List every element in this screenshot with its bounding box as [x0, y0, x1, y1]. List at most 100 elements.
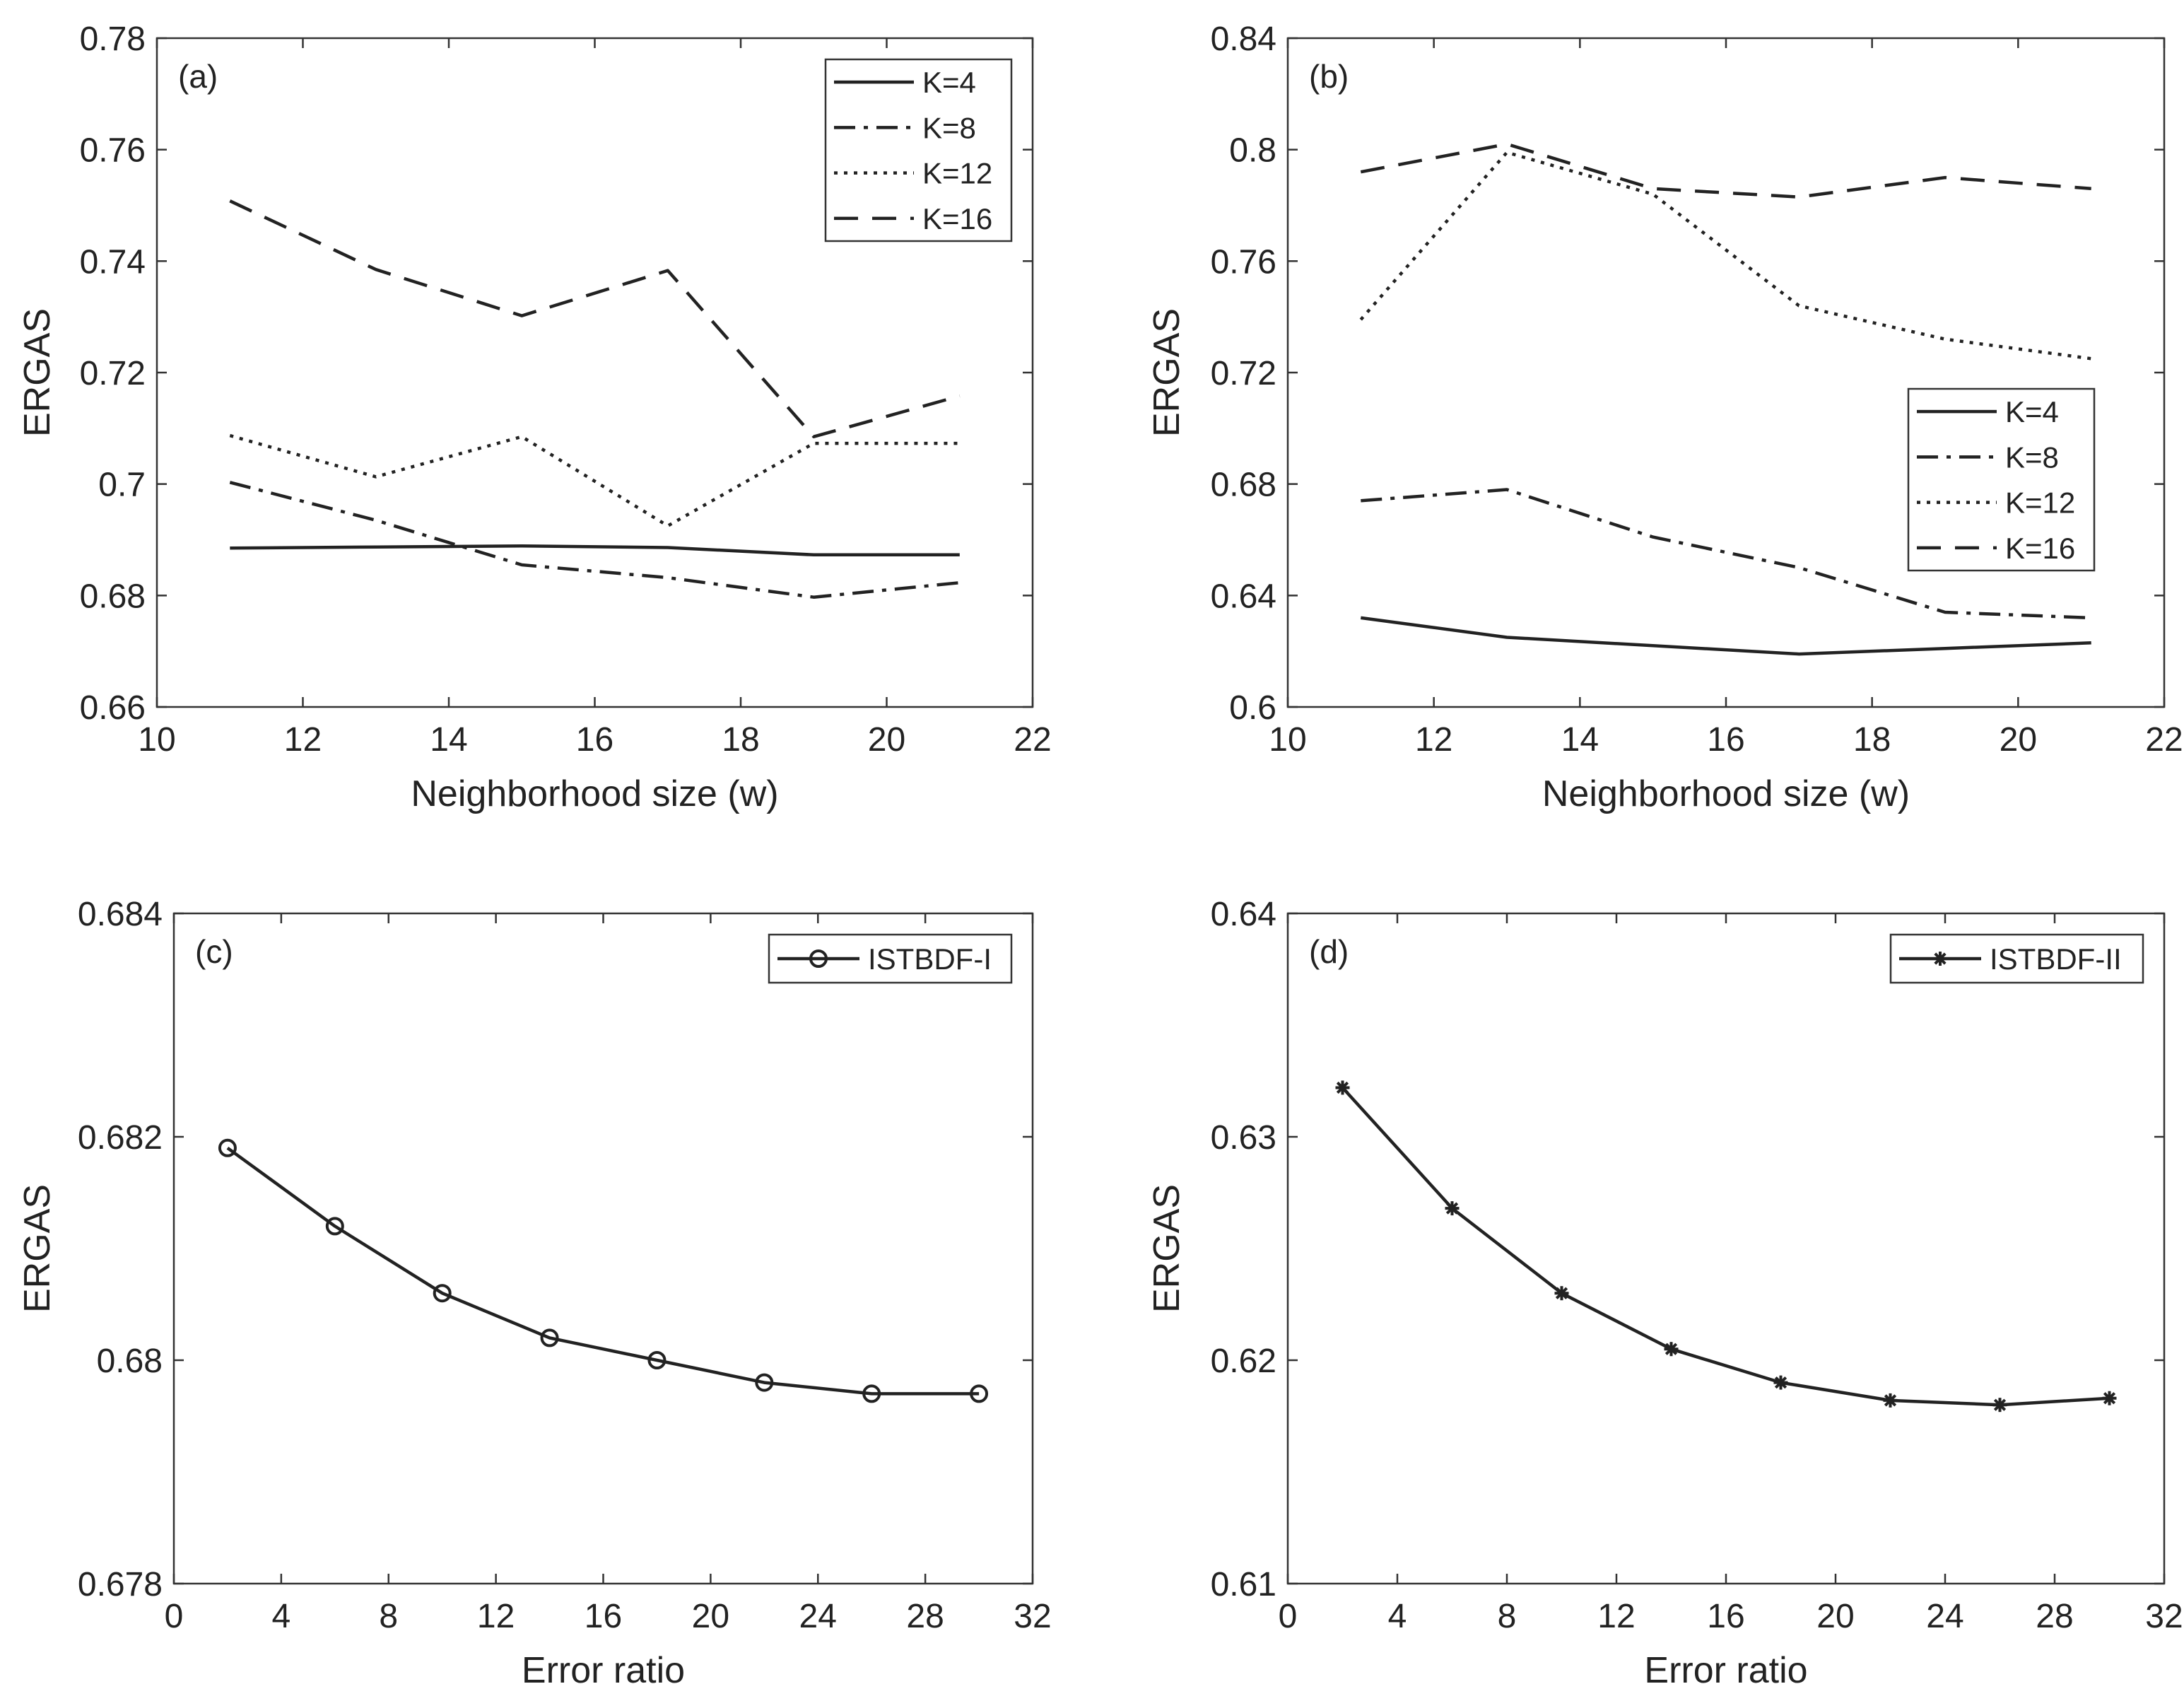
x-tick-label: 16: [1707, 721, 1744, 759]
y-tick-label: 0.72: [1211, 355, 1276, 392]
legend-item-K=12: K=12: [834, 157, 992, 190]
data-point: [862, 1384, 881, 1403]
series-K=16: [1360, 142, 2091, 199]
data-point: [647, 1351, 667, 1369]
legend-item-K=4: K=4: [1917, 395, 2059, 428]
y-tick-label: 0.62: [1211, 1343, 1276, 1380]
y-tick-label: 0.84: [1211, 21, 1276, 58]
plot-frame: [1286, 912, 2166, 1585]
series-ISTBDF-II: [1335, 1080, 2117, 1413]
legend-item-K=12: K=12: [1917, 486, 2075, 520]
series-line: [229, 433, 960, 528]
y-tick-label: 0.8: [1229, 132, 1276, 170]
x-tick-label: 0: [1279, 1598, 1298, 1635]
panel-letter: (b): [1309, 58, 1349, 95]
plot-frame: [1286, 37, 2166, 708]
legend-label: ISTBDF-I: [868, 942, 992, 976]
series-line: [1359, 151, 2091, 361]
data-point: [433, 1284, 452, 1303]
panel-letter: (c): [195, 933, 233, 970]
plot-frame: [172, 912, 1034, 1585]
x-tick-label: 12: [1597, 1598, 1635, 1635]
x-tick-label: 10: [1269, 721, 1306, 759]
x-tick-label: 20: [2000, 721, 2037, 759]
y-tick-label: 0.66: [80, 689, 146, 727]
series-line: [226, 1146, 980, 1396]
legend-box: [824, 58, 1013, 242]
panel-c: 0 4 8 12 16 20 24 28 32 0.678 0.68 0.682 0.684 Error …: [17, 896, 1052, 1684]
x-axis-label: Error ratio: [1644, 1650, 1807, 1684]
legend-label: K=4: [922, 66, 976, 99]
x-tick-label: 0: [165, 1598, 184, 1635]
series-line: [1360, 142, 2091, 199]
legend-item-ISTBDF-I: ISTBDF-I: [777, 942, 992, 976]
y-axis-label: ERGAS: [1146, 1184, 1187, 1313]
series-line: [1361, 488, 2091, 620]
x-tick-label: 14: [1561, 721, 1599, 759]
legend: K=4 K=8 K=12 K=16: [824, 58, 1013, 242]
legend-item-K=4: K=4: [834, 66, 976, 99]
x-tick-label: 20: [868, 721, 905, 759]
x-tick-label: 4: [272, 1598, 291, 1635]
x-tick-label: 16: [576, 721, 613, 759]
legend-label: K=16: [922, 202, 992, 235]
legend-label: K=8: [2005, 440, 2059, 474]
x-tick-label: 20: [692, 1598, 729, 1635]
y-tick-label: 0.74: [80, 243, 146, 281]
legend-box: [1907, 387, 2096, 572]
x-axis-label: Neighborhood size (w): [411, 773, 778, 814]
y-tick-label: 0.76: [80, 132, 146, 170]
series-ISTBDF-I: [218, 1138, 989, 1403]
legend: ISTBDF-II: [1889, 933, 2144, 984]
x-tick-label: 16: [1707, 1598, 1744, 1635]
series-line: [230, 544, 960, 557]
x-tick-label: 18: [1853, 721, 1891, 759]
series-line: [229, 481, 961, 599]
legend-label: ISTBDF-II: [1990, 942, 2122, 976]
data-point: [1335, 1080, 1350, 1095]
y-tick-label: 0.76: [1211, 243, 1276, 281]
y-tick-label: 0.63: [1211, 1119, 1276, 1157]
legend-label: K=8: [922, 111, 976, 144]
y-tick-label: 0.72: [80, 355, 146, 392]
panel-letter: (a): [178, 58, 218, 95]
legend-item-K=8: K=8: [834, 111, 976, 144]
x-tick-label: 28: [2036, 1598, 2073, 1635]
x-tick-label: 12: [477, 1598, 515, 1635]
data-point: [325, 1217, 344, 1236]
x-tick-label: 20: [1816, 1598, 1854, 1635]
legend-item-ISTBDF-II: ISTBDF-II: [1899, 942, 2122, 976]
series-K=4: [230, 544, 960, 557]
series-K=16: [229, 199, 961, 438]
y-tick-label: 0.68: [97, 1343, 163, 1380]
y-axis-label: ERGAS: [17, 308, 58, 437]
x-tick-label: 22: [2145, 721, 2183, 759]
y-axis-label: ERGAS: [17, 1184, 58, 1313]
x-tick-label: 8: [1498, 1598, 1517, 1635]
data-point: [1773, 1375, 1788, 1390]
data-point: [1664, 1342, 1679, 1357]
x-tick-label: 4: [1388, 1598, 1407, 1635]
x-tick-label: 28: [906, 1598, 944, 1635]
x-tick-label: 8: [379, 1598, 398, 1635]
data-point: [1445, 1201, 1460, 1216]
x-tick-label: 12: [284, 721, 322, 759]
y-tick-label: 0.61: [1211, 1566, 1276, 1603]
legend-label: K=12: [2005, 486, 2075, 520]
x-tick-label: 14: [430, 721, 467, 759]
y-tick-label: 0.682: [78, 1119, 163, 1157]
x-tick-label: 22: [1014, 721, 1051, 759]
data-point: [1883, 1393, 1898, 1408]
series-K=8: [1361, 488, 2091, 620]
x-tick-label: 10: [138, 721, 175, 759]
x-tick-label: 32: [1014, 1598, 1051, 1635]
data-point: [755, 1373, 774, 1392]
y-tick-label: 0.6: [1229, 689, 1276, 727]
data-point: [540, 1328, 559, 1347]
legend-label: K=12: [922, 157, 992, 190]
x-tick-label: 18: [722, 721, 759, 759]
y-tick-label: 0.64: [1211, 896, 1276, 933]
y-tick-label: 0.64: [1211, 578, 1276, 615]
series-K=8: [229, 481, 961, 599]
